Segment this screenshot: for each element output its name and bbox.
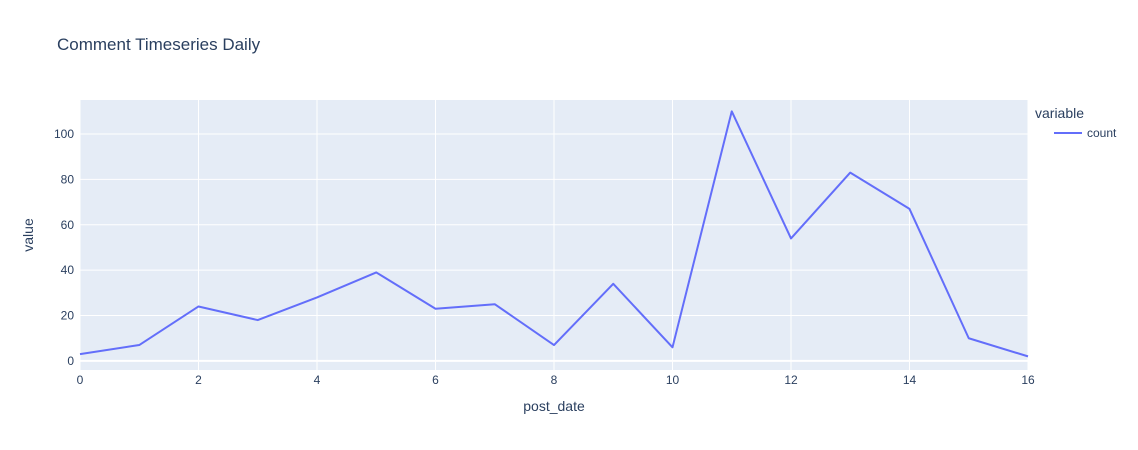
- data-point[interactable]: [788, 235, 794, 241]
- x-tick-label: 12: [784, 373, 798, 387]
- x-tick-label: 14: [903, 373, 917, 387]
- y-tick-label: 40: [61, 263, 75, 277]
- series-layer: [77, 108, 1031, 359]
- data-point[interactable]: [670, 344, 676, 350]
- y-tick-label: 0: [67, 354, 74, 368]
- legend-label-count[interactable]: count: [1087, 126, 1117, 140]
- data-point[interactable]: [373, 269, 379, 275]
- y-tick-label: 80: [61, 172, 75, 186]
- data-point[interactable]: [433, 306, 439, 312]
- x-tick-label: 4: [314, 373, 321, 387]
- data-point[interactable]: [492, 301, 498, 307]
- data-point[interactable]: [966, 335, 972, 341]
- x-tick-label: 10: [666, 373, 680, 387]
- x-tick-label: 2: [195, 373, 202, 387]
- y-axis-title: value: [20, 218, 36, 252]
- data-point[interactable]: [1025, 353, 1031, 359]
- data-point[interactable]: [255, 317, 261, 323]
- x-axis-ticks: 0 2 4 6 8 10 12 14 16: [77, 373, 1035, 387]
- data-point[interactable]: [610, 281, 616, 287]
- data-point[interactable]: [907, 206, 913, 212]
- y-tick-label: 20: [61, 309, 75, 323]
- x-tick-label: 6: [432, 373, 439, 387]
- y-axis-ticks: 0 20 40 60 80 100: [54, 127, 74, 368]
- data-point[interactable]: [136, 342, 142, 348]
- legend-title: variable: [1035, 105, 1084, 121]
- series-line-count[interactable]: [79, 110, 1029, 358]
- data-point[interactable]: [314, 294, 320, 300]
- data-point[interactable]: [196, 303, 202, 309]
- x-tick-label: 0: [77, 373, 84, 387]
- data-point[interactable]: [847, 170, 853, 176]
- data-point[interactable]: [729, 108, 735, 114]
- y-tick-label: 60: [61, 218, 75, 232]
- grid-layer: [79, 100, 1029, 370]
- x-axis-title: post_date: [523, 398, 585, 414]
- data-point[interactable]: [77, 351, 83, 357]
- legend: variable count: [1035, 105, 1117, 140]
- chart-title: Comment Timeseries Daily: [57, 35, 261, 54]
- y-tick-label: 100: [54, 127, 74, 141]
- data-point[interactable]: [551, 342, 557, 348]
- x-tick-label: 16: [1021, 373, 1035, 387]
- x-tick-label: 8: [551, 373, 558, 387]
